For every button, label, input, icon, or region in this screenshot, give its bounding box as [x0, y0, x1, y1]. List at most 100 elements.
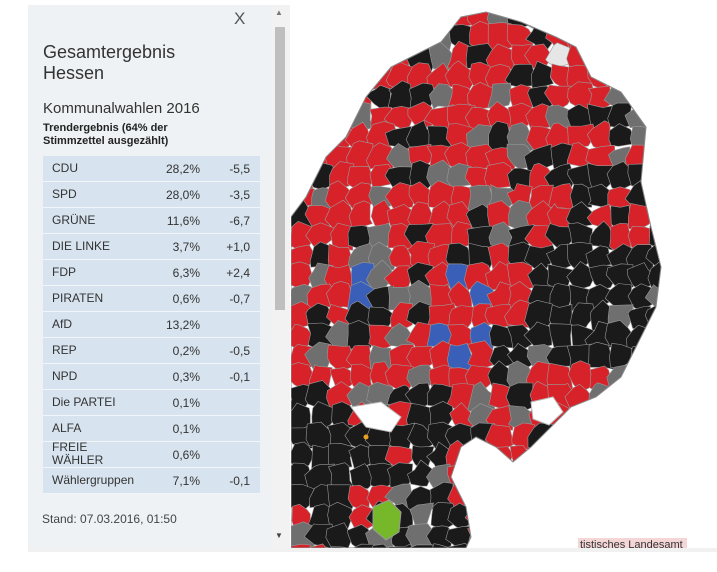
municipality-region[interactable]	[291, 160, 314, 194]
municipality-region[interactable]	[627, 379, 659, 410]
municipality-region[interactable]	[648, 423, 672, 452]
municipality-region[interactable]	[647, 24, 672, 54]
municipality-region[interactable]	[367, 241, 397, 275]
municipality-region[interactable]	[688, 84, 712, 114]
municipality-region[interactable]	[564, 406, 593, 430]
municipality-region[interactable]	[606, 500, 636, 530]
municipality-region[interactable]	[708, 221, 717, 250]
municipality-region[interactable]	[489, 481, 514, 513]
municipality-region[interactable]	[709, 364, 717, 390]
municipality-region[interactable]	[346, 22, 372, 52]
municipality-region[interactable]	[587, 43, 615, 69]
municipality-region[interactable]	[643, 480, 674, 510]
municipality-region[interactable]	[304, 543, 333, 548]
municipality-region[interactable]	[384, 21, 411, 48]
municipality-region[interactable]	[326, 7, 355, 31]
municipality-region[interactable]	[685, 265, 712, 292]
municipality-region[interactable]	[668, 183, 692, 213]
municipality-region[interactable]	[669, 447, 695, 472]
municipality-region[interactable]	[526, 7, 557, 33]
municipality-region[interactable]	[668, 266, 691, 293]
municipality-region[interactable]	[667, 143, 696, 171]
municipality-region[interactable]	[586, 446, 615, 470]
municipality-region[interactable]	[650, 404, 671, 430]
municipality-region[interactable]	[587, 461, 611, 491]
municipality-region[interactable]	[347, 7, 376, 31]
municipality-region[interactable]	[668, 23, 696, 49]
municipality-region[interactable]	[305, 7, 336, 31]
municipality-region[interactable]	[711, 165, 717, 188]
municipality-region[interactable]	[327, 80, 354, 110]
municipality-region[interactable]	[669, 323, 694, 349]
municipality-region[interactable]	[668, 248, 692, 273]
municipality-region[interactable]	[486, 465, 514, 491]
municipality-region[interactable]	[627, 203, 652, 230]
municipality-region[interactable]	[686, 526, 715, 548]
municipality-region[interactable]	[566, 261, 596, 291]
municipality-region[interactable]	[607, 483, 633, 514]
municipality-region[interactable]	[305, 106, 335, 128]
municipality-region[interactable]	[687, 342, 713, 373]
municipality-region[interactable]	[707, 422, 717, 453]
municipality-region[interactable]	[624, 7, 654, 30]
municipality-region[interactable]	[687, 427, 715, 452]
municipality-region[interactable]	[509, 503, 536, 531]
municipality-region[interactable]	[488, 501, 515, 527]
municipality-region[interactable]	[406, 7, 438, 28]
close-button[interactable]: X	[234, 9, 246, 28]
municipality-region[interactable]	[672, 204, 693, 233]
municipality-region[interactable]	[647, 260, 676, 290]
municipality-region[interactable]	[610, 463, 633, 492]
municipality-region[interactable]	[563, 24, 594, 50]
municipality-region[interactable]	[291, 100, 314, 135]
municipality-region[interactable]	[711, 185, 717, 213]
municipality-region[interactable]	[627, 63, 656, 90]
municipality-region[interactable]	[689, 404, 714, 431]
municipality-region[interactable]	[546, 7, 573, 31]
municipality-region[interactable]	[504, 483, 538, 512]
municipality-region[interactable]	[526, 461, 551, 494]
municipality-region[interactable]	[503, 462, 536, 493]
municipality-region[interactable]	[626, 22, 655, 53]
municipality-region[interactable]	[646, 503, 675, 530]
municipality-region[interactable]	[544, 520, 573, 548]
municipality-region[interactable]	[325, 22, 357, 55]
municipality-region[interactable]	[328, 442, 355, 468]
election-map[interactable]: tistisches Landesamt	[291, 7, 717, 548]
municipality-region[interactable]	[546, 482, 576, 512]
municipality-region[interactable]	[390, 302, 414, 331]
municipality-region[interactable]	[526, 524, 555, 548]
municipality-region[interactable]	[686, 124, 716, 153]
municipality-region[interactable]	[692, 326, 715, 347]
municipality-region[interactable]	[589, 7, 616, 29]
municipality-region[interactable]	[706, 22, 717, 51]
municipality-region[interactable]	[468, 466, 496, 491]
municipality-region[interactable]	[645, 467, 671, 490]
municipality-region[interactable]	[366, 7, 399, 31]
municipality-region[interactable]	[346, 320, 374, 351]
municipality-region[interactable]	[291, 324, 315, 354]
municipality-region[interactable]	[291, 543, 313, 548]
municipality-region[interactable]	[527, 539, 556, 548]
municipality-region[interactable]	[647, 444, 673, 473]
municipality-region[interactable]	[691, 285, 717, 313]
municipality-region[interactable]	[709, 463, 717, 489]
municipality-region[interactable]	[607, 44, 634, 71]
municipality-region[interactable]	[587, 23, 619, 49]
municipality-region[interactable]	[609, 444, 634, 472]
municipality-region[interactable]	[308, 42, 336, 72]
municipality-region[interactable]	[708, 101, 717, 130]
municipality-region[interactable]	[608, 26, 636, 52]
municipality-region[interactable]	[566, 424, 598, 454]
municipality-region[interactable]	[711, 143, 717, 174]
municipality-region[interactable]	[291, 484, 315, 513]
municipality-region[interactable]	[565, 445, 593, 469]
municipality-region[interactable]	[704, 506, 717, 534]
municipality-region[interactable]	[711, 441, 717, 469]
hessen-map-svg[interactable]	[291, 7, 717, 548]
municipality-region[interactable]	[643, 163, 676, 191]
scroll-up-icon[interactable]: ▲	[275, 8, 283, 17]
municipality-region[interactable]	[627, 461, 654, 490]
municipality-region[interactable]	[686, 40, 716, 68]
municipality-region[interactable]	[324, 39, 353, 74]
